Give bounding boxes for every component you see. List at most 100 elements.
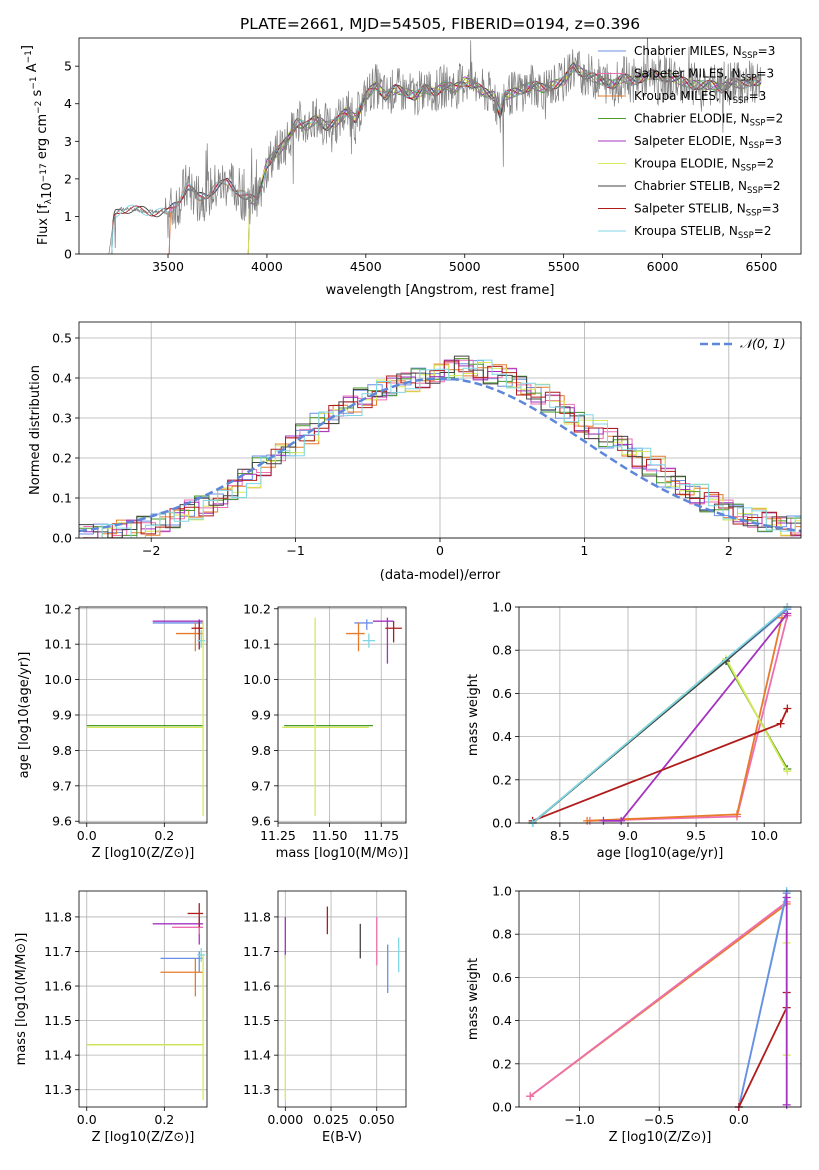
axes-frame bbox=[518, 890, 802, 1108]
legend-label-sub: SSP bbox=[746, 209, 762, 219]
legend-label: Salpeter STELIB, NSSP=3 bbox=[634, 202, 779, 219]
y-tick-label: 5 bbox=[64, 59, 72, 74]
weight-line bbox=[529, 901, 788, 1097]
y-tick-label: 11.6 bbox=[44, 979, 72, 994]
grid bbox=[79, 891, 207, 1107]
x-tick-label: 0 bbox=[436, 543, 444, 558]
legend-label-sub: SSP bbox=[750, 119, 766, 129]
x-tick-label: 0.0 bbox=[77, 828, 97, 843]
y-tick-label: 9.6 bbox=[251, 814, 271, 829]
axes-frame bbox=[78, 321, 802, 539]
legend-label-sub: SSP bbox=[741, 164, 757, 174]
legend-label-base: Salpeter MILES, N bbox=[634, 67, 741, 81]
histogram-step-line bbox=[87, 359, 801, 538]
residuals-ylabel: Normed distribution bbox=[28, 365, 43, 495]
y-tick-label: 0.0 bbox=[52, 531, 72, 546]
y-tick-label: 11.7 bbox=[243, 944, 271, 959]
grid bbox=[79, 607, 207, 823]
y-tick-label: 0.2 bbox=[492, 772, 512, 787]
legend-label-base: Chabrier STELIB, N bbox=[634, 179, 747, 193]
spectrum-plot-area: 3500 4000 4500 5000 5500 6000 6500 0 1 2 3 4 5 bbox=[64, 37, 802, 274]
x-tick-label: −1.0 bbox=[564, 1112, 594, 1127]
y-tick-label: 1 bbox=[64, 209, 72, 224]
y-tick-label: 0.4 bbox=[492, 1013, 512, 1028]
x-axis-label: age [log10(age/yr)] bbox=[597, 846, 724, 861]
mass-vs-Z-panel: 0.0 0.2 11.3 11.4 11.5 11.6 11.7 11.8 Z [log10(Z… bbox=[14, 890, 208, 1145]
y-tick-label: 1.0 bbox=[492, 600, 512, 615]
legend-label: Chabrier STELIB, NSSP=2 bbox=[634, 179, 781, 196]
error-bars bbox=[282, 617, 402, 816]
x-tick-label: −1 bbox=[286, 543, 304, 558]
legend-label-tail: =3 bbox=[762, 202, 780, 216]
y-tick-label: 11.4 bbox=[44, 1048, 72, 1063]
y-tick-label: 11.6 bbox=[243, 979, 271, 994]
y-axis-label: mass [log10(M/M⊙)] bbox=[14, 933, 29, 1066]
weight-line bbox=[532, 606, 788, 824]
x-tick-label: 5000 bbox=[449, 259, 481, 274]
histograms bbox=[79, 355, 801, 538]
ylabel-part: s bbox=[30, 89, 45, 100]
y-axis-label: age [log10(age/yr)] bbox=[17, 652, 32, 779]
x-tick-label: 11.50 bbox=[312, 828, 348, 843]
normal-distribution-line bbox=[79, 377, 801, 533]
legend-label-base: Chabrier ELODIE, N bbox=[634, 112, 750, 126]
y-tick-label: 2 bbox=[64, 171, 72, 186]
legend-label-tail: =3 bbox=[756, 67, 774, 81]
y-tick-label: 0 bbox=[64, 247, 72, 262]
x-tick-label: 2 bbox=[725, 543, 733, 558]
y-tick-label: 11.5 bbox=[44, 1013, 72, 1028]
x-tick-label: 8.5 bbox=[550, 828, 570, 843]
x-axis-label: Z [log10(Z/Z⊙)] bbox=[92, 846, 195, 861]
legend-label-base: Salpeter ELODIE, N bbox=[634, 134, 748, 148]
legend-label-tail: =2 bbox=[756, 157, 774, 171]
x-tick-label: 6500 bbox=[746, 259, 778, 274]
y-tick-label: 0.6 bbox=[492, 686, 512, 701]
y-tick-label: 1.0 bbox=[492, 884, 512, 899]
age-vs-Z-panel: 0.0 0.2 9.6 9.7 9.8 9.9 10.0 10.1 10.2 Z [log10(Z… bbox=[17, 601, 208, 861]
y-tick-label: 0.8 bbox=[492, 927, 512, 942]
legend-label: Chabrier ELODIE, NSSP=2 bbox=[634, 112, 783, 129]
error-bars bbox=[86, 619, 206, 816]
weight-vs-Z-panel: −1.0 −0.5 0.0 0.0 0.2 0.4 0.6 0.8 1.0 Z [log10(Z/… bbox=[466, 884, 802, 1145]
y-tick-label: 11.8 bbox=[44, 909, 72, 924]
y-tick-label: 11.3 bbox=[44, 1082, 72, 1097]
ylabel-part: erg cm bbox=[35, 114, 50, 163]
x-axis-label: Z [log10(Z/Z⊙)] bbox=[609, 1130, 712, 1145]
axes-frame bbox=[518, 606, 802, 824]
ylabel-part: −1 bbox=[29, 76, 39, 89]
error-bars bbox=[86, 903, 206, 1101]
legend-label-sub: SSP bbox=[741, 74, 757, 84]
legend-label-tail: =2 bbox=[754, 224, 772, 238]
weight-lines bbox=[526, 887, 791, 1111]
ylabel-part: −2 bbox=[34, 101, 44, 114]
legend-label-base: Kroupa ELODIE, N bbox=[634, 157, 741, 171]
spectrum-panel: 3500 4000 4500 5000 5500 6000 6500 0 1 2 3 4 5 wavel… bbox=[20, 37, 802, 298]
y-tick-label: 10.2 bbox=[243, 601, 271, 616]
y-tick-label: 11.7 bbox=[44, 944, 72, 959]
y-tick-label: 11.8 bbox=[243, 909, 271, 924]
legend-label-base: Chabrier MILES, N bbox=[634, 44, 742, 58]
y-tick-label: 10.1 bbox=[44, 637, 72, 652]
x-tick-label: 0.050 bbox=[359, 1112, 395, 1127]
y-tick-label: 0.5 bbox=[52, 331, 72, 346]
y-tick-label: 9.8 bbox=[52, 743, 72, 758]
x-tick-label: 11.25 bbox=[260, 828, 296, 843]
x-tick-label: 0.0 bbox=[77, 1112, 97, 1127]
residuals-plot-area: −2 −1 0 1 2 0.0 0.1 0.2 0.3 0.4 0.5 bbox=[52, 321, 802, 558]
ylabel-part: ] bbox=[20, 45, 35, 50]
x-tick-label: 0.2 bbox=[154, 1112, 174, 1127]
legend-label-tail: =3 bbox=[749, 89, 767, 103]
x-axis-label: Z [log10(Z/Z⊙)] bbox=[92, 1130, 195, 1145]
ylabel-part: Flux [f bbox=[36, 204, 51, 245]
age-vs-mass-panel: 11.25 11.50 11.75 9.6 9.7 9.8 9.9 10.0 10.1 10.2 m… bbox=[243, 601, 408, 861]
legend-label-sub: SSP bbox=[742, 51, 758, 61]
x-tick-label: 4500 bbox=[350, 259, 382, 274]
x-axis-label: E(B-V) bbox=[322, 1130, 362, 1145]
x-tick-label: 3500 bbox=[152, 259, 184, 274]
y-tick-label: 9.7 bbox=[251, 778, 271, 793]
residuals-panel: −2 −1 0 1 2 0.0 0.1 0.2 0.3 0.4 0.5 (data-model)/e… bbox=[28, 321, 802, 583]
y-tick-label: 0.0 bbox=[492, 816, 512, 831]
y-tick-label: 10.2 bbox=[44, 601, 72, 616]
y-tick-label: 0.6 bbox=[492, 970, 512, 985]
legend-label: Kroupa ELODIE, NSSP=2 bbox=[634, 157, 774, 174]
